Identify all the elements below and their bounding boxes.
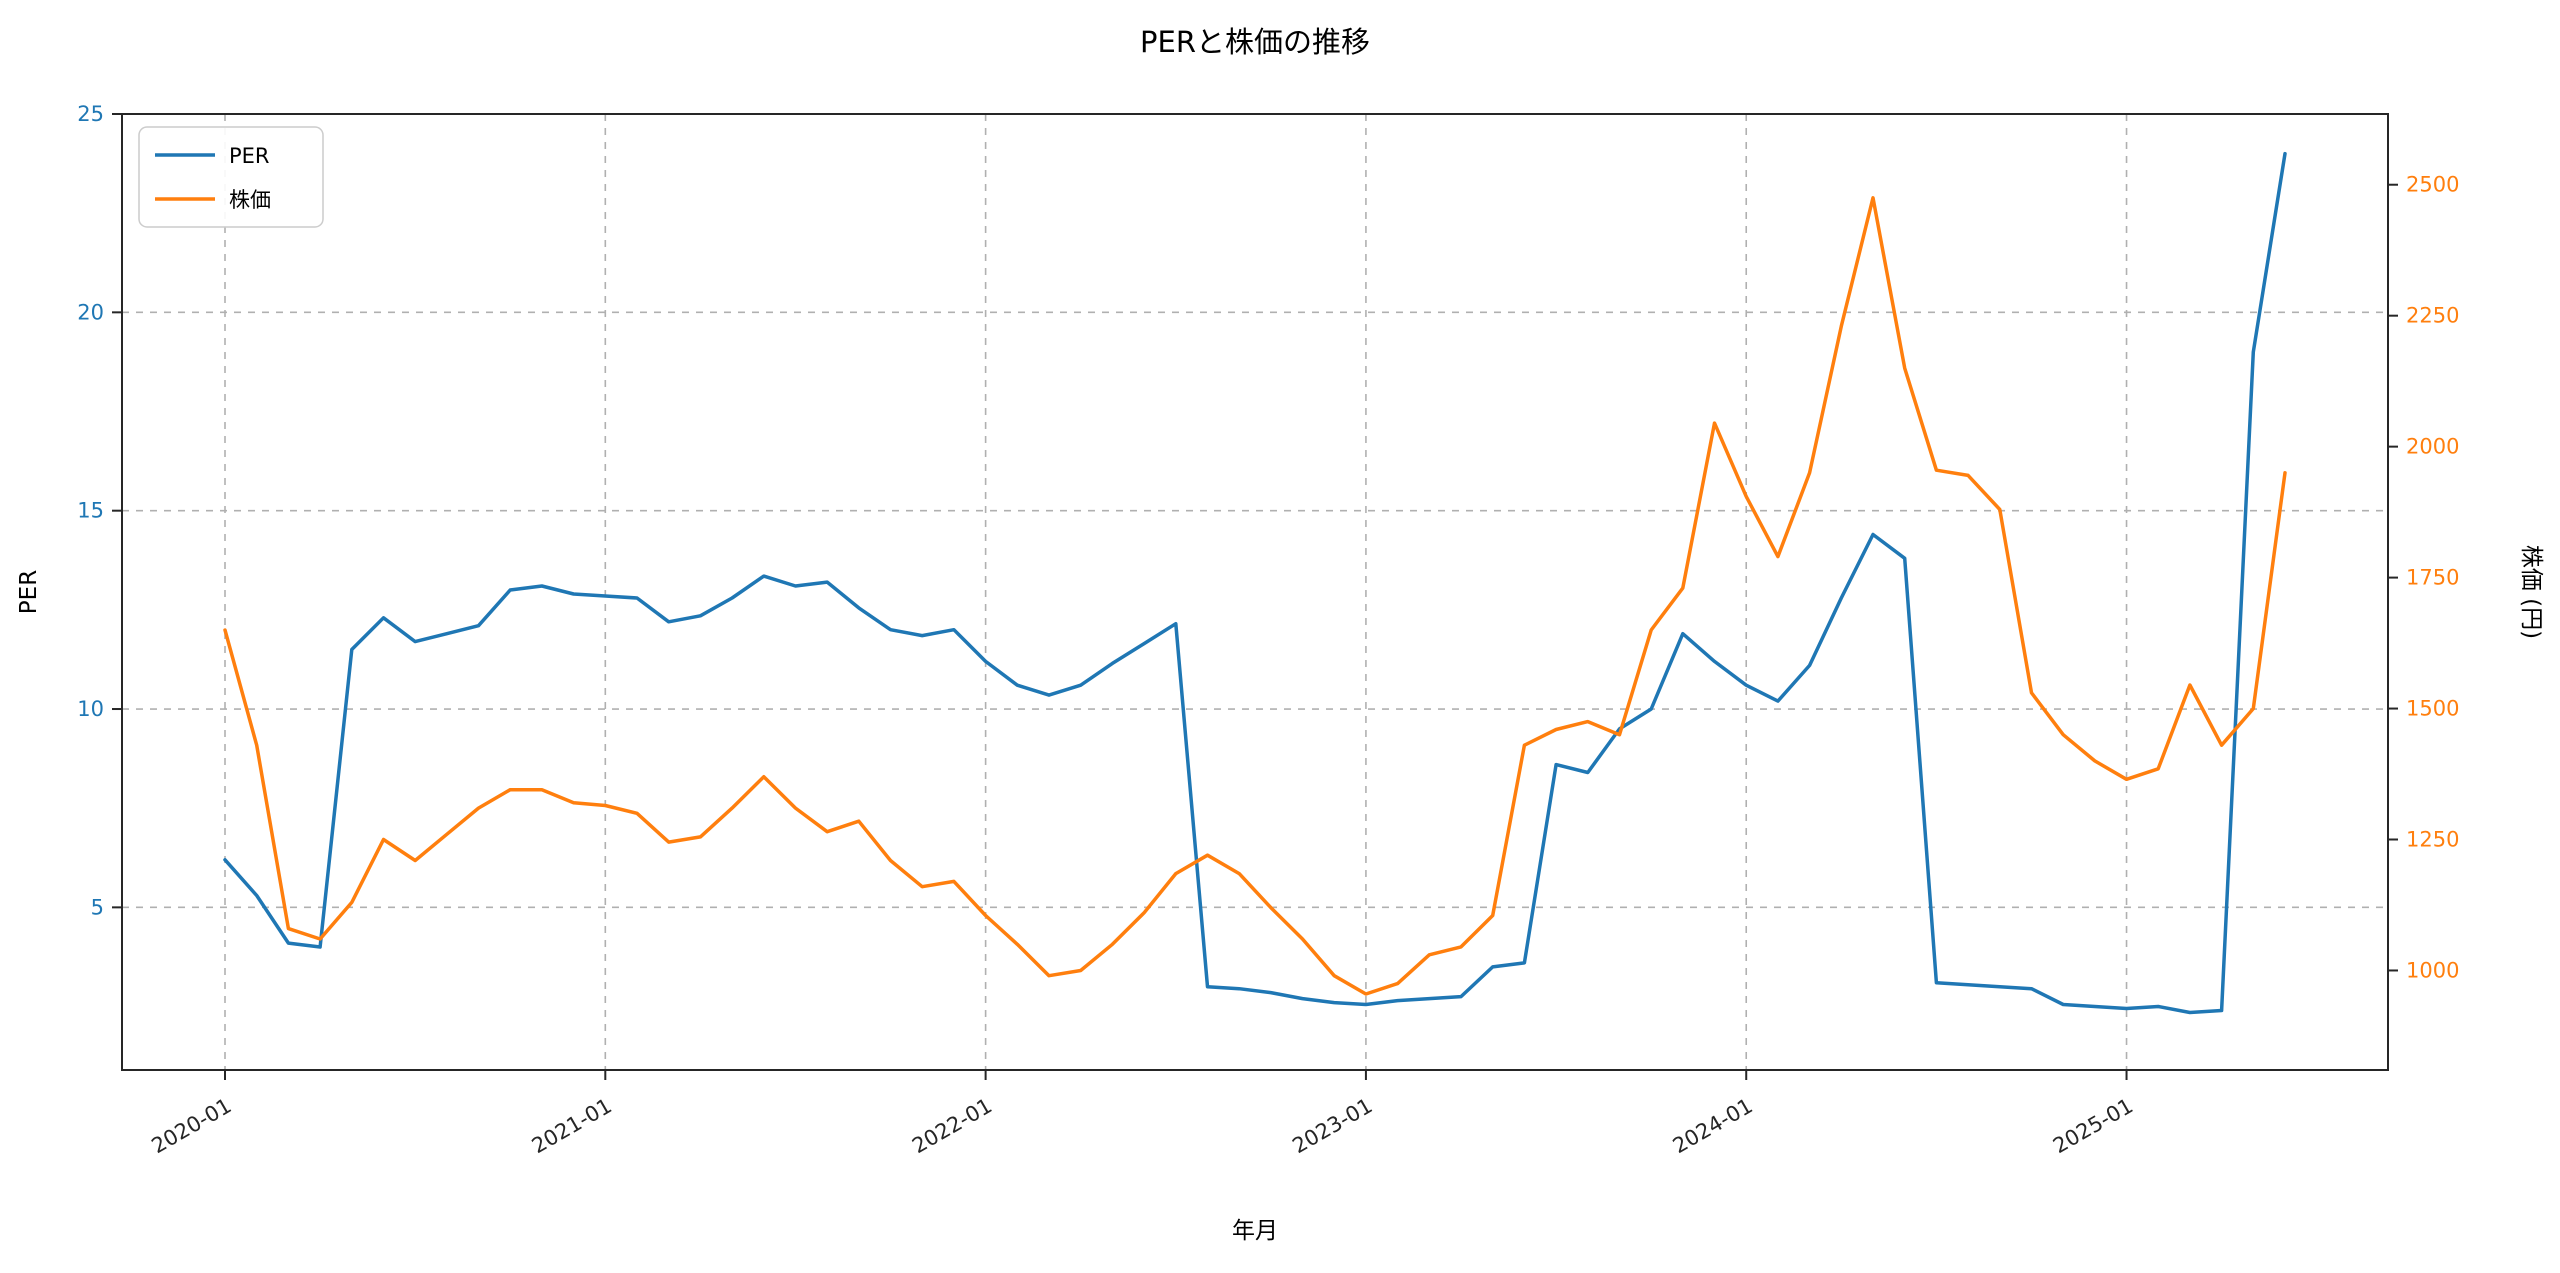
y-axis-label-left: PER	[16, 570, 42, 614]
price-line	[223, 196, 2287, 996]
x-axis-label: 年月	[1232, 1218, 1278, 1244]
legend: PER 株価	[138, 126, 324, 228]
y-left-tick-label: 15	[77, 499, 104, 523]
x-tick-label: 2022-01	[908, 1094, 996, 1159]
legend-box	[138, 126, 324, 228]
y-axis-label-right: 株価 (円)	[2518, 545, 2544, 639]
y-left-tick-label: 10	[77, 697, 104, 721]
y-right-tick-label: 1000	[2406, 958, 2459, 982]
y-right-tick-label: 1250	[2406, 828, 2459, 852]
y-right-tick-label: 2250	[2406, 304, 2459, 328]
y-right-tick-label: 1500	[2406, 697, 2459, 721]
gridlines	[122, 113, 2388, 1070]
chart-title: PERと株価の推移	[1140, 25, 1370, 59]
x-tick-label: 2023-01	[1288, 1094, 1376, 1159]
y-right-tick-label: 2500	[2406, 173, 2459, 197]
y-right-tick-label: 1750	[2406, 566, 2459, 590]
y-left-tick-label: 20	[77, 300, 104, 324]
x-tick-label: 2024-01	[1669, 1094, 1757, 1159]
x-tick-label: 2025-01	[2049, 1094, 2137, 1159]
y-right-tick-label: 2000	[2406, 435, 2459, 459]
x-tick-label: 2021-01	[528, 1094, 616, 1159]
y-left-tick-label: 25	[77, 102, 104, 126]
legend-label-price: 株価	[229, 188, 271, 212]
plot-border	[121, 113, 2389, 1071]
series-lines	[223, 151, 2287, 1015]
legend-label-per: PER	[229, 144, 270, 168]
per-line	[223, 151, 2287, 1015]
x-tick-label: 2020-01	[148, 1094, 236, 1159]
axis-ticks: 5 10 15 20 25 1000 1250 1500 1750 2000 2250 2500 202…	[77, 102, 2459, 1158]
y-left-tick-label: 5	[91, 895, 104, 919]
